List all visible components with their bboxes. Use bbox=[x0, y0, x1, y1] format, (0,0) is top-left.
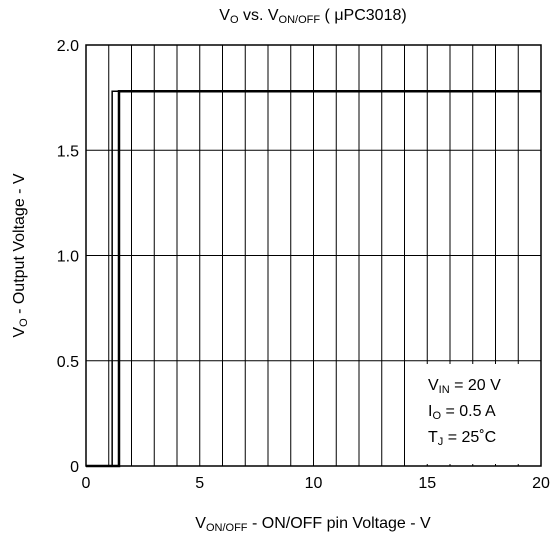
x-axis-label-part: - ON/OFF pin Voltage - V bbox=[248, 515, 432, 532]
chart-title-part: ON/OFF bbox=[279, 14, 321, 26]
y-axis-label-part: V bbox=[11, 327, 28, 338]
x-tick-label: 10 bbox=[305, 475, 323, 492]
annotation-part: T bbox=[428, 429, 438, 446]
y-tick-label: 1.5 bbox=[57, 143, 79, 160]
annotation-part: I bbox=[428, 403, 432, 420]
chart-title-part: vs. V bbox=[239, 7, 279, 24]
x-tick-label: 0 bbox=[82, 475, 91, 492]
annotation-part: = 0.5 A bbox=[441, 403, 496, 420]
y-axis-label-part: O bbox=[18, 318, 30, 327]
annotation-box bbox=[418, 364, 540, 464]
y-axis-label-part: - Output Voltage - V bbox=[11, 173, 28, 318]
annotation: IO = 0.5 A bbox=[428, 403, 496, 422]
chart-title-part: ( μPC3018) bbox=[320, 7, 407, 24]
chart-title: VO vs. VON/OFF ( μPC3018) bbox=[219, 7, 406, 26]
annotation-part: V bbox=[428, 377, 439, 394]
x-tick-label: 15 bbox=[418, 475, 436, 492]
plot-frame bbox=[85, 44, 542, 467]
y-tick-label: 0.5 bbox=[57, 354, 79, 371]
y-tick-label: 1.0 bbox=[57, 249, 79, 266]
y-tick-label: 2.0 bbox=[57, 38, 79, 55]
x-axis-label-part: ON/OFF bbox=[206, 522, 248, 534]
annotation: VIN = 20 V bbox=[428, 377, 501, 396]
x-tick-label: 20 bbox=[532, 475, 550, 492]
y-axis-label: VO - Output Voltage - V bbox=[11, 173, 30, 338]
x-tick-label: 5 bbox=[195, 475, 204, 492]
chart-title-part: O bbox=[230, 14, 239, 26]
annotation-part: J bbox=[438, 436, 444, 448]
annotation: TJ = 25˚C bbox=[428, 429, 496, 448]
annotation-part: O bbox=[432, 410, 441, 422]
x-axis-label-part: V bbox=[195, 515, 206, 532]
annotation-part: = 20 V bbox=[450, 377, 501, 394]
x-axis-label: VON/OFF - ON/OFF pin Voltage - V bbox=[195, 515, 431, 534]
line bbox=[86, 90, 541, 468]
chart-title-part: V bbox=[219, 7, 230, 24]
annotation-part: = 25˚C bbox=[443, 429, 496, 446]
annotation-part: IN bbox=[439, 384, 450, 396]
y-tick-label: 0 bbox=[70, 459, 79, 476]
